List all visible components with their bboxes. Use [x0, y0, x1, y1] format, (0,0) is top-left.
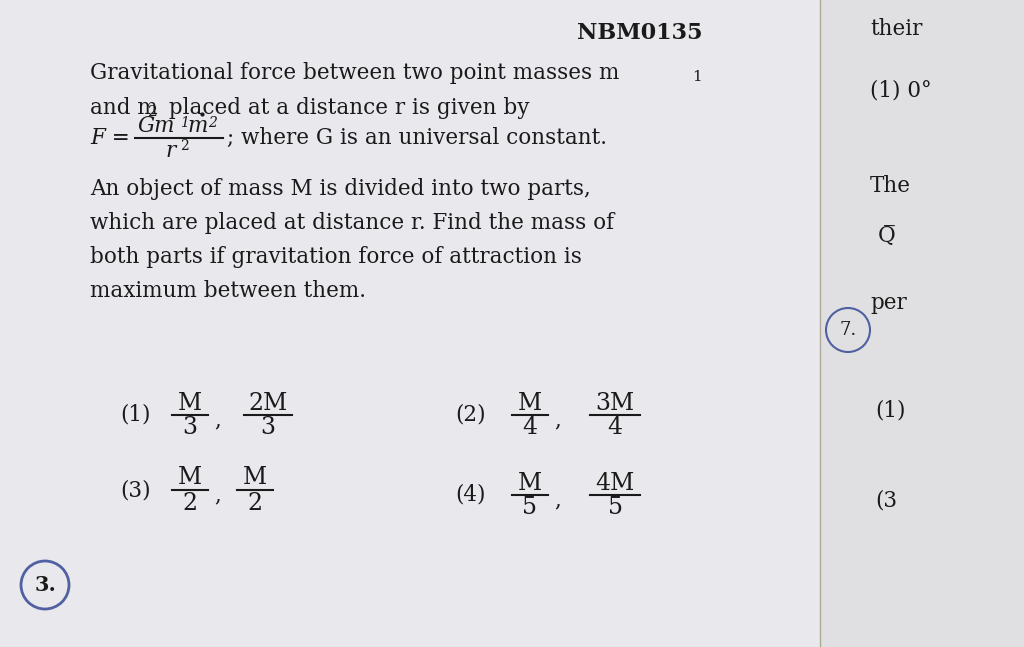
Text: Q̅: Q̅	[878, 225, 896, 247]
Text: per: per	[870, 292, 906, 314]
Text: both parts if gravitation force of attraction is: both parts if gravitation force of attra…	[90, 246, 582, 268]
Text: 3.: 3.	[34, 575, 56, 595]
Text: (3): (3)	[120, 479, 151, 501]
Text: their: their	[870, 18, 923, 40]
Text: M: M	[243, 466, 267, 490]
Text: (2): (2)	[455, 404, 485, 426]
Text: 1: 1	[180, 116, 188, 130]
Text: 1: 1	[692, 70, 701, 84]
Text: Gm: Gm	[137, 115, 174, 137]
Text: 2M: 2M	[248, 391, 288, 415]
Text: The: The	[870, 175, 911, 197]
Text: 4: 4	[607, 417, 623, 439]
Text: 7.: 7.	[840, 321, 857, 339]
Text: and m: and m	[90, 97, 158, 119]
Text: which are placed at distance r. Find the mass of: which are placed at distance r. Find the…	[90, 212, 614, 234]
Text: ,: ,	[214, 484, 221, 506]
Text: ,: ,	[554, 409, 561, 431]
Text: ; where G is an universal constant.: ; where G is an universal constant.	[227, 127, 607, 149]
Text: m: m	[187, 115, 208, 137]
Text: M: M	[178, 466, 202, 490]
Text: NBM0135: NBM0135	[578, 22, 702, 44]
Text: maximum between them.: maximum between them.	[90, 280, 366, 302]
Text: ,: ,	[554, 489, 561, 511]
Text: placed at a distance r is given by: placed at a distance r is given by	[162, 97, 529, 119]
Text: 2: 2	[148, 105, 158, 119]
Text: 5: 5	[607, 496, 623, 520]
Text: 2: 2	[182, 492, 198, 514]
Text: 2: 2	[180, 139, 188, 153]
Text: M: M	[518, 391, 542, 415]
Text: (4): (4)	[455, 484, 485, 506]
Text: (1): (1)	[120, 404, 151, 426]
Text: 3M: 3M	[595, 391, 635, 415]
Text: 2: 2	[248, 492, 262, 514]
Text: M: M	[518, 472, 542, 494]
Text: 4: 4	[522, 417, 538, 439]
Text: M: M	[178, 391, 202, 415]
Text: (1): (1)	[874, 400, 905, 422]
Text: Gravitational force between two point masses m: Gravitational force between two point ma…	[90, 62, 620, 84]
Text: 2: 2	[208, 116, 217, 130]
Text: (1) 0°: (1) 0°	[870, 80, 932, 102]
Text: 3: 3	[182, 417, 198, 439]
Text: ,: ,	[214, 409, 221, 431]
Text: (3: (3	[874, 490, 897, 512]
Text: 3: 3	[260, 417, 275, 439]
Text: r: r	[165, 140, 175, 162]
Text: 4M: 4M	[595, 472, 635, 494]
Text: 5: 5	[522, 496, 538, 520]
Text: F =: F =	[90, 127, 130, 149]
Text: An object of mass M is divided into two parts,: An object of mass M is divided into two …	[90, 178, 591, 200]
